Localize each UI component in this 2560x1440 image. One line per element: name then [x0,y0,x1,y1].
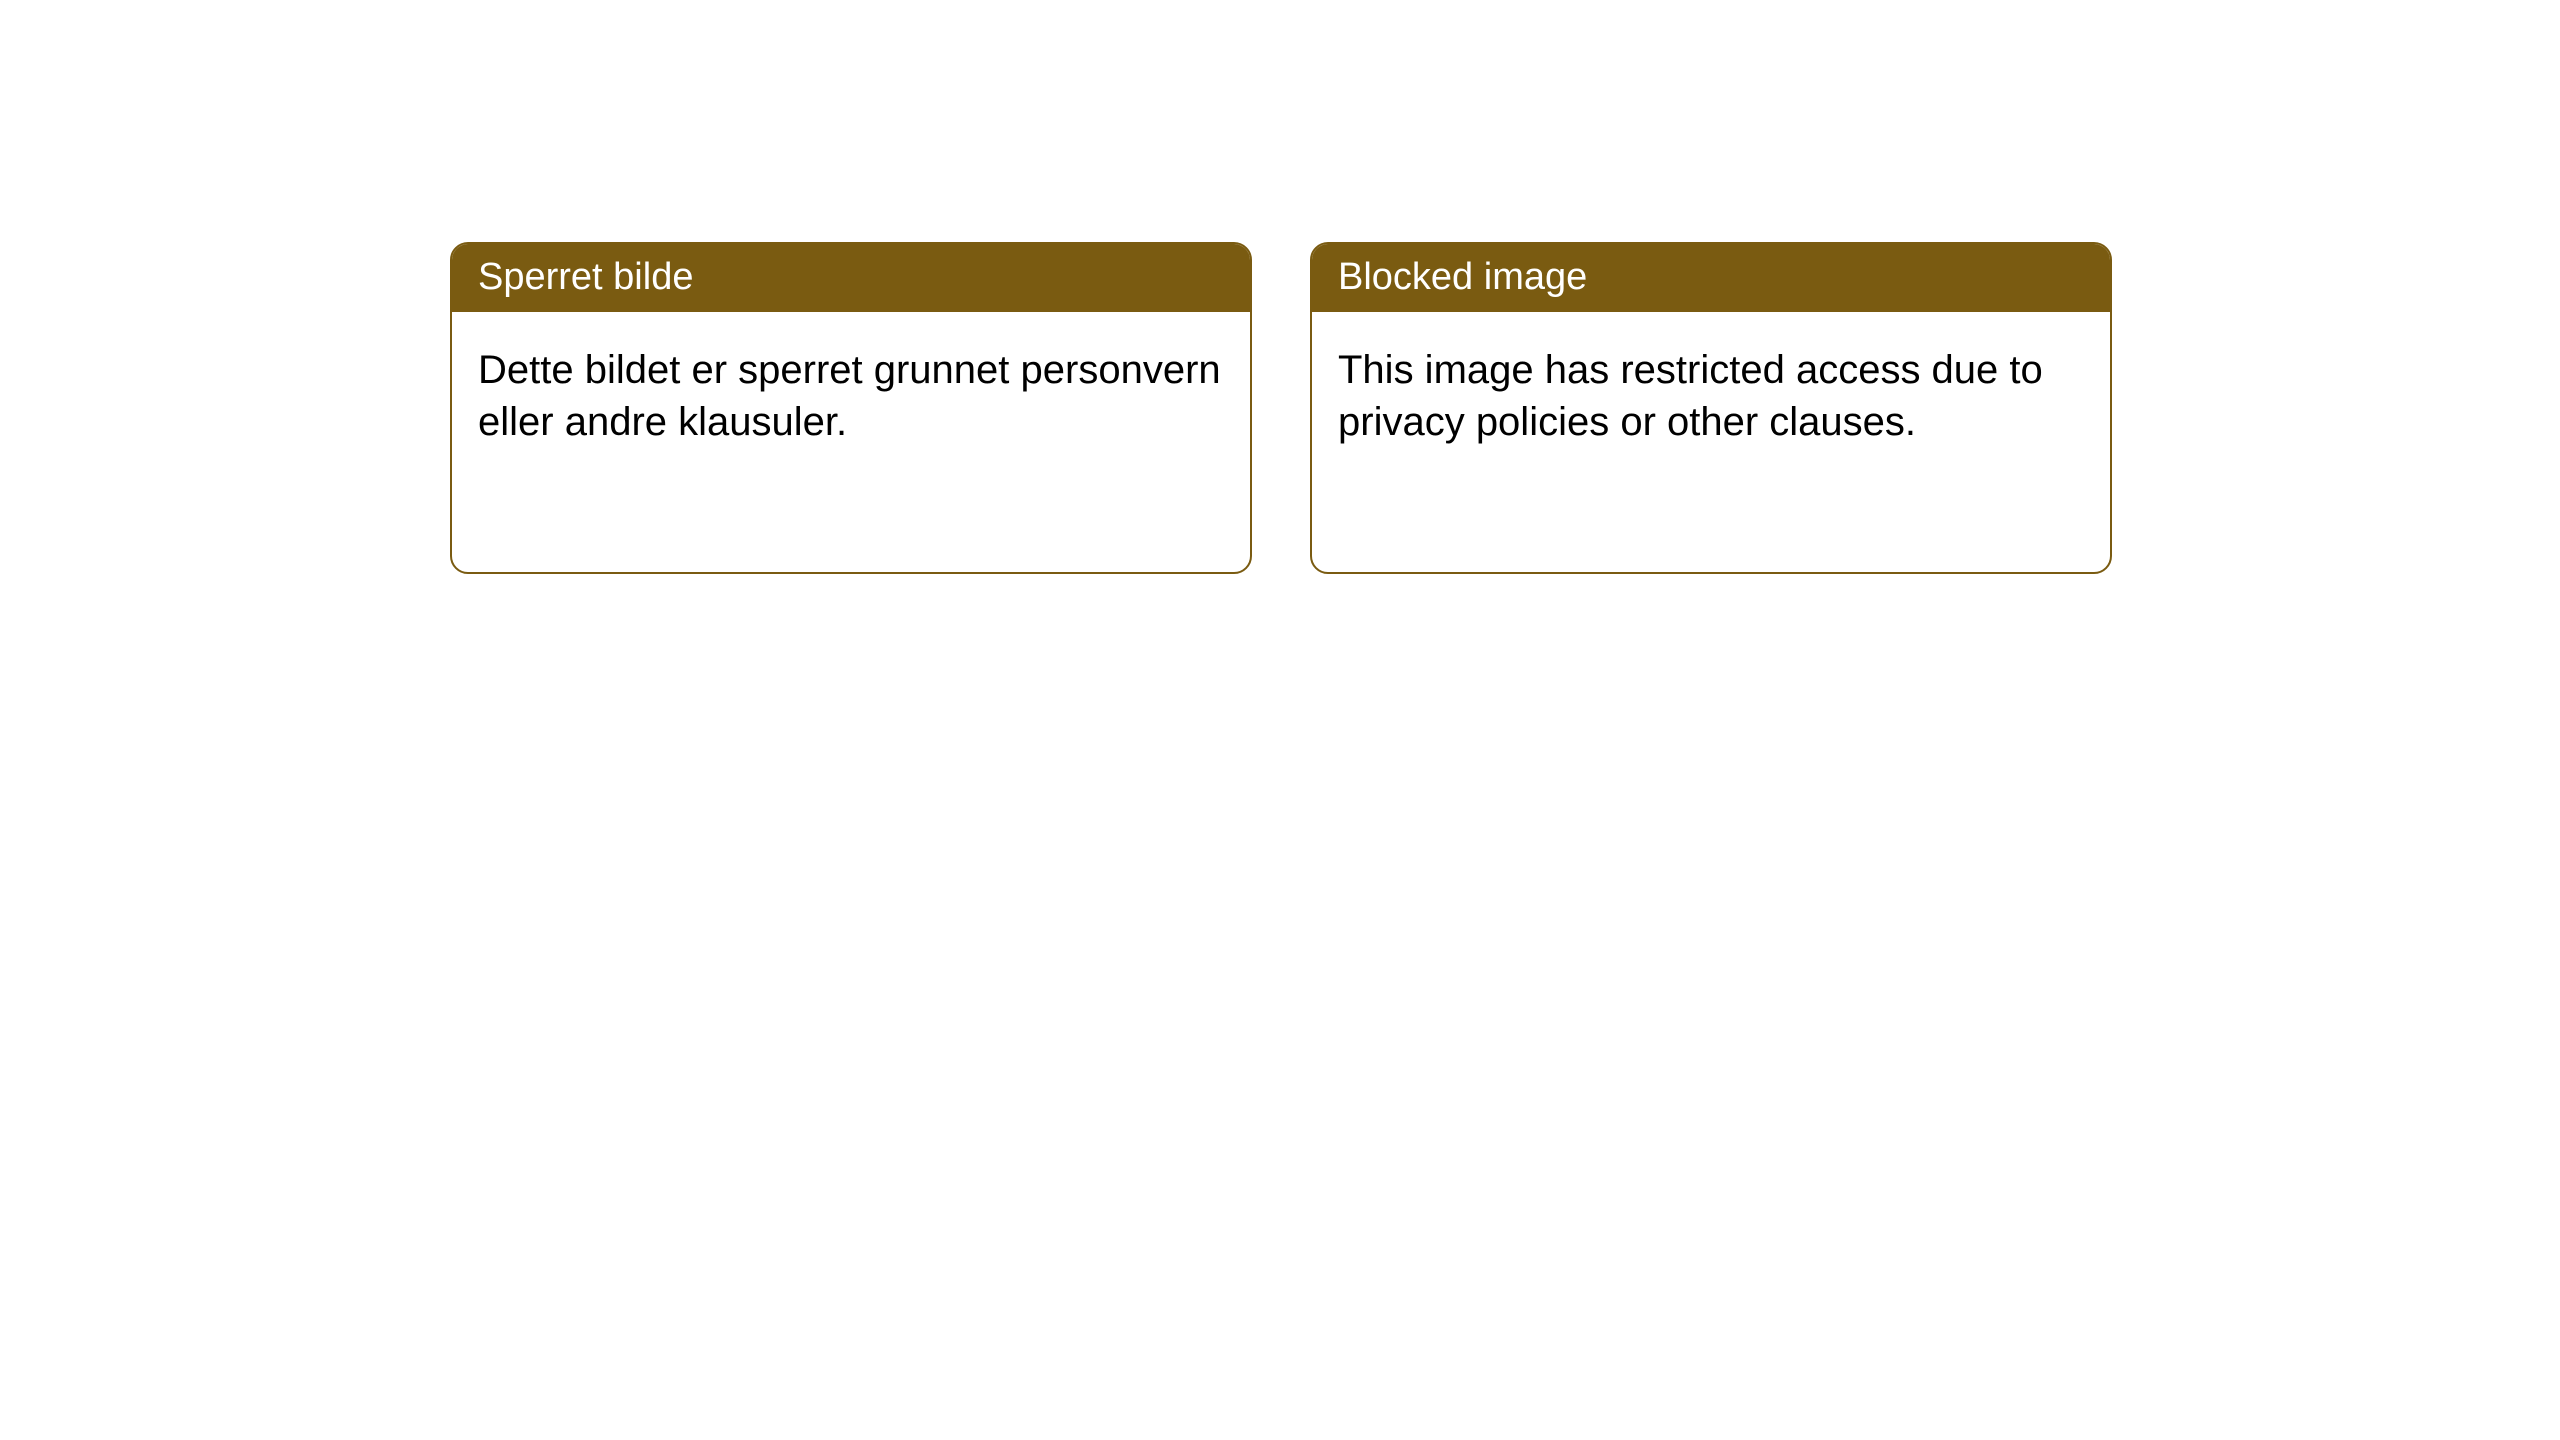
notice-header: Sperret bilde [452,244,1250,312]
notice-box-norwegian: Sperret bilde Dette bildet er sperret gr… [450,242,1252,574]
notice-body: This image has restricted access due to … [1312,312,2110,480]
notice-body: Dette bildet er sperret grunnet personve… [452,312,1250,480]
notices-container: Sperret bilde Dette bildet er sperret gr… [450,242,2112,574]
notice-box-english: Blocked image This image has restricted … [1310,242,2112,574]
notice-title: Blocked image [1338,256,1587,298]
notice-header: Blocked image [1312,244,2110,312]
notice-body-text: Dette bildet er sperret grunnet personve… [478,348,1221,444]
notice-title: Sperret bilde [478,256,693,298]
notice-body-text: This image has restricted access due to … [1338,348,2043,444]
